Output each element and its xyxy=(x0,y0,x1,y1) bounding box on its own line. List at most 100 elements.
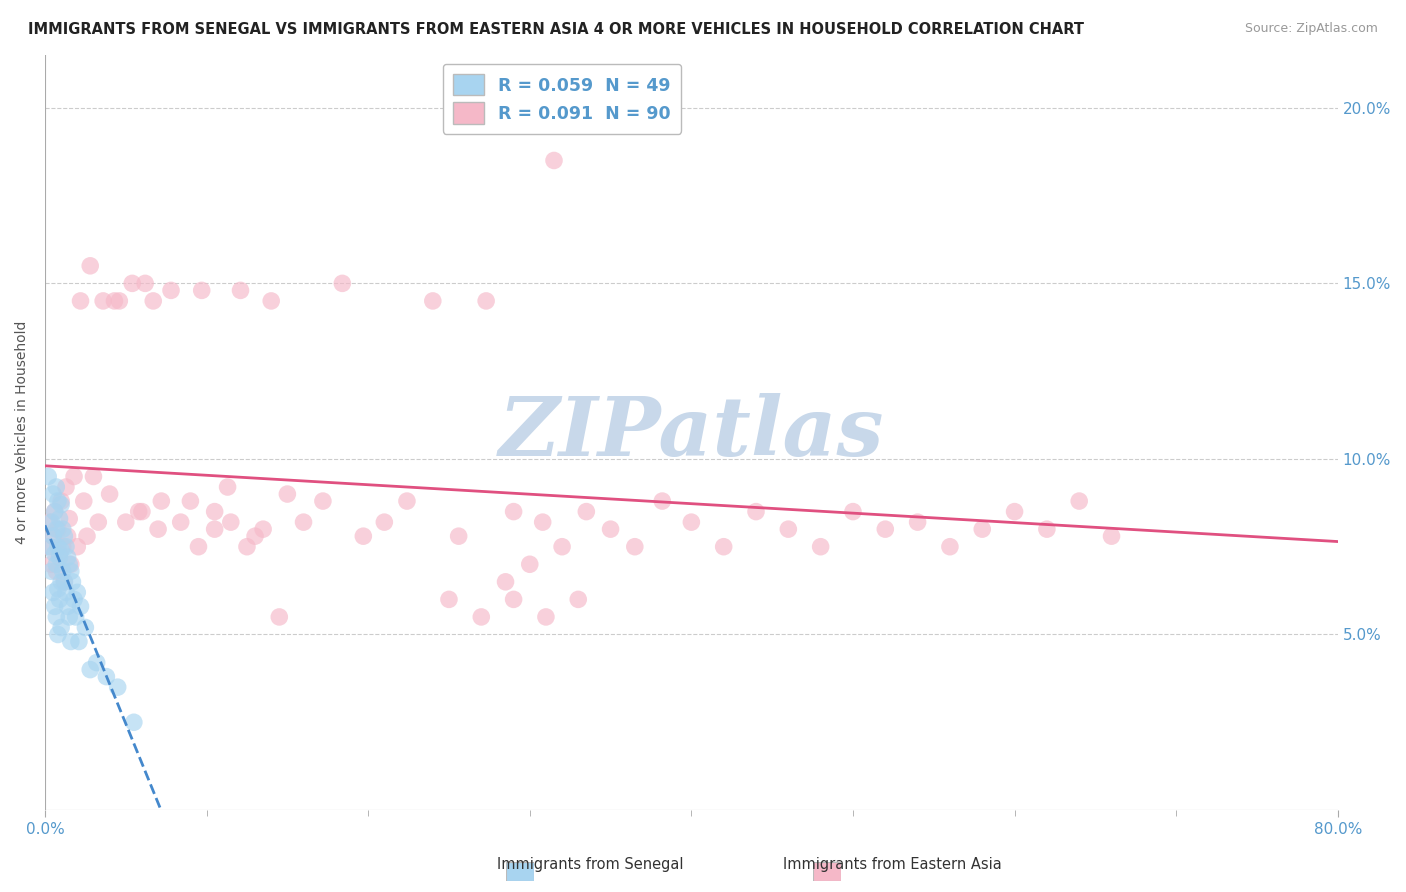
Point xyxy=(131,505,153,519)
Point xyxy=(681,515,703,529)
Point xyxy=(41,564,63,578)
Point xyxy=(53,529,76,543)
Point xyxy=(45,558,67,572)
Point xyxy=(79,259,101,273)
Point xyxy=(531,515,554,529)
Point xyxy=(52,522,75,536)
Point xyxy=(75,620,97,634)
Point xyxy=(44,505,66,519)
Point xyxy=(58,610,80,624)
Point xyxy=(122,715,145,730)
Point xyxy=(1069,494,1091,508)
Point xyxy=(46,582,69,596)
Point xyxy=(49,498,72,512)
Point xyxy=(651,494,673,508)
Point xyxy=(972,522,994,536)
Point xyxy=(217,480,239,494)
Point xyxy=(543,153,565,168)
Point xyxy=(38,515,60,529)
Point xyxy=(114,515,136,529)
Point xyxy=(745,505,768,519)
Point xyxy=(76,529,98,543)
Text: ZIPatlas: ZIPatlas xyxy=(499,392,884,473)
Point xyxy=(121,277,143,291)
Point xyxy=(96,670,118,684)
Point xyxy=(1101,529,1123,543)
Legend: R = 0.059  N = 49, R = 0.091  N = 90: R = 0.059 N = 49, R = 0.091 N = 90 xyxy=(443,64,682,134)
Point xyxy=(45,610,67,624)
Point xyxy=(59,564,82,578)
Point xyxy=(65,610,87,624)
Point xyxy=(56,529,79,543)
Point xyxy=(939,540,962,554)
Point xyxy=(252,522,274,536)
Point xyxy=(62,574,84,589)
Point xyxy=(52,564,75,578)
Point xyxy=(1004,505,1026,519)
Point xyxy=(229,284,252,298)
Point xyxy=(42,585,65,599)
Point xyxy=(44,505,66,519)
Point xyxy=(551,540,574,554)
Point xyxy=(49,620,72,634)
Point xyxy=(623,540,645,554)
Point xyxy=(48,550,70,565)
Point xyxy=(69,293,91,308)
Point xyxy=(292,515,315,529)
Point xyxy=(56,550,79,565)
Point xyxy=(91,293,114,308)
Text: Immigrants from Eastern Asia: Immigrants from Eastern Asia xyxy=(783,857,1002,872)
Text: IMMIGRANTS FROM SENEGAL VS IMMIGRANTS FROM EASTERN ASIA 4 OR MORE VEHICLES IN HO: IMMIGRANTS FROM SENEGAL VS IMMIGRANTS FR… xyxy=(28,22,1084,37)
Point xyxy=(1036,522,1059,536)
Point xyxy=(142,293,165,308)
Point xyxy=(45,564,67,578)
Point xyxy=(108,293,131,308)
Point xyxy=(502,592,524,607)
Y-axis label: 4 or more Vehicles in Household: 4 or more Vehicles in Household xyxy=(15,321,30,544)
Point xyxy=(276,487,298,501)
Point xyxy=(42,487,65,501)
Point xyxy=(86,656,108,670)
Point xyxy=(495,574,517,589)
Point xyxy=(79,663,101,677)
Point xyxy=(134,277,156,291)
Point xyxy=(53,574,76,589)
Point xyxy=(55,585,77,599)
Point xyxy=(44,599,66,614)
Point xyxy=(907,515,929,529)
Point xyxy=(470,610,492,624)
Point xyxy=(49,543,72,558)
Point xyxy=(82,469,104,483)
Point xyxy=(875,522,897,536)
Point xyxy=(260,293,283,308)
Point xyxy=(98,487,121,501)
Point xyxy=(58,558,80,572)
Point xyxy=(373,515,395,529)
Point xyxy=(42,529,65,543)
Point xyxy=(66,585,89,599)
Point xyxy=(58,511,80,525)
Point xyxy=(66,540,89,554)
Point xyxy=(187,540,209,554)
Point xyxy=(269,610,291,624)
Point xyxy=(59,558,82,572)
Point xyxy=(63,592,86,607)
Point xyxy=(46,540,69,554)
Point xyxy=(352,529,374,543)
Point xyxy=(243,529,266,543)
Point xyxy=(778,522,800,536)
Point xyxy=(38,540,60,554)
Point xyxy=(48,592,70,607)
Point xyxy=(49,574,72,589)
Point xyxy=(447,529,470,543)
Point xyxy=(59,634,82,648)
Point xyxy=(67,634,90,648)
Point xyxy=(713,540,735,554)
Point xyxy=(150,494,173,508)
Point xyxy=(55,480,77,494)
Point xyxy=(204,522,226,536)
Point xyxy=(53,574,76,589)
Point xyxy=(475,293,498,308)
Point xyxy=(103,293,125,308)
Point xyxy=(330,277,353,291)
